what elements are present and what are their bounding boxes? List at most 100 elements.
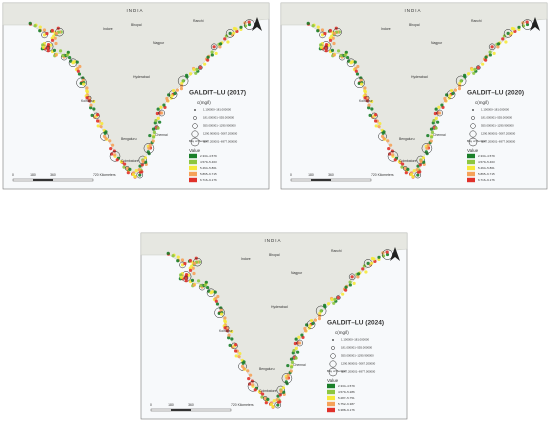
map-panel: INDIA Bhopal Indore Ranchi Nagpur Hyderabad Ko…: [140, 232, 408, 420]
coastal-point: [159, 105, 163, 109]
coastal-point: [294, 346, 298, 350]
coastal-point: [432, 119, 436, 123]
coastal-point: [323, 31, 327, 36]
coastal-point: [285, 382, 289, 386]
coastal-point: [210, 50, 214, 54]
coastal-point: [318, 311, 322, 315]
coastal-point: [513, 29, 517, 33]
place-label: Bhopal: [269, 253, 280, 257]
map-panel: INDIA Bhopal Indore Ranchi Nagpur Hyderabad Ko…: [2, 2, 270, 190]
legend-ring: [469, 130, 477, 138]
coastal-point: [203, 283, 207, 287]
scale-label: 720 Kilometers: [371, 173, 394, 177]
coastal-point: [349, 61, 353, 65]
coastal-point: [206, 55, 210, 59]
coastal-point: [457, 87, 462, 91]
coastal-point: [459, 79, 463, 83]
place-label: Indore: [381, 27, 391, 31]
coastal-point: [426, 143, 430, 147]
coastal-point: [319, 45, 324, 49]
coastal-point: [147, 146, 151, 150]
coastal-point: [512, 27, 516, 31]
coastal-point: [46, 42, 51, 47]
coastal-point: [451, 91, 455, 96]
legend-swatch: [189, 177, 197, 183]
coastal-point: [183, 261, 187, 266]
coastal-point: [204, 280, 208, 284]
coastal-point: [434, 107, 438, 111]
coastal-point: [210, 53, 214, 57]
coastal-point: [71, 61, 75, 65]
coastal-point: [228, 343, 232, 347]
coastal-point: [151, 139, 155, 143]
coastal-point: [54, 53, 58, 57]
coastal-point: [264, 401, 268, 405]
coastal-point: [390, 153, 395, 157]
coastal-point: [404, 171, 408, 175]
coastal-point: [437, 105, 441, 109]
coastal-point: [253, 388, 257, 392]
concentration-ring: [371, 112, 378, 120]
coastal-point: [68, 56, 72, 60]
coastal-point: [190, 278, 195, 282]
coastal-point: [453, 88, 458, 92]
coastal-point: [316, 29, 320, 33]
coastal-point: [103, 131, 107, 135]
coastal-point: [194, 71, 198, 75]
coastal-point: [54, 31, 59, 36]
coastal-point: [292, 349, 296, 353]
legend-ring: [468, 137, 478, 147]
coastal-point: [77, 72, 82, 76]
coastal-point: [352, 281, 356, 286]
legend-title: GALDIT–LU (2017): [189, 90, 246, 97]
coastal-point: [353, 60, 357, 64]
coastal-point: [324, 49, 328, 53]
legend-label: 555.000001–1290.900000: [481, 124, 514, 128]
coastal-point: [336, 49, 341, 53]
legend-label: 1290.900001–3067.200000: [481, 132, 516, 136]
coastal-point: [119, 160, 124, 164]
coastal-point: [188, 268, 193, 272]
coastal-point: [203, 62, 207, 66]
coastal-point: [171, 254, 175, 258]
coastal-point: [332, 41, 336, 46]
coastal-point: [385, 252, 390, 257]
coastal-point: [272, 399, 276, 403]
coastal-point: [223, 326, 227, 330]
coastal-point: [192, 283, 196, 287]
concentration-ring: [55, 27, 64, 37]
legend-label: 2.334–4.579: [338, 384, 355, 388]
coastal-point: [218, 45, 222, 49]
coastal-point: [247, 22, 252, 27]
sea-label: Bay of Bengal: [189, 139, 208, 143]
coastal-point: [96, 119, 100, 123]
coastal-point: [154, 119, 158, 123]
coastal-point: [53, 36, 57, 40]
coastal-point: [230, 337, 234, 341]
coastal-point: [490, 45, 494, 49]
legend-label: 555.000001–1290.900000: [203, 124, 236, 128]
coastal-point: [316, 25, 320, 29]
coastal-point: [234, 349, 238, 353]
coastal-point: [421, 156, 426, 160]
coastal-point: [348, 283, 352, 287]
legend-label: 181.000001–555.000000: [481, 116, 513, 120]
coastal-point: [234, 343, 238, 347]
coastal-point: [356, 275, 360, 279]
coastal-point: [237, 355, 241, 359]
coastal-point: [426, 133, 430, 138]
coastal-point: [42, 28, 47, 32]
coastal-point: [125, 166, 129, 171]
coastal-point: [293, 341, 297, 346]
coastal-point: [75, 60, 79, 64]
country-label: INDIA: [126, 8, 143, 13]
coastal-point: [381, 131, 385, 135]
coastal-point: [156, 107, 160, 111]
concentration-ring: [76, 77, 87, 89]
coastal-point: [234, 354, 238, 358]
coastal-point: [285, 376, 289, 380]
coastal-point: [434, 126, 438, 130]
concentration-ring: [296, 339, 303, 347]
coastal-point: [343, 53, 347, 57]
coastal-point: [330, 48, 335, 52]
